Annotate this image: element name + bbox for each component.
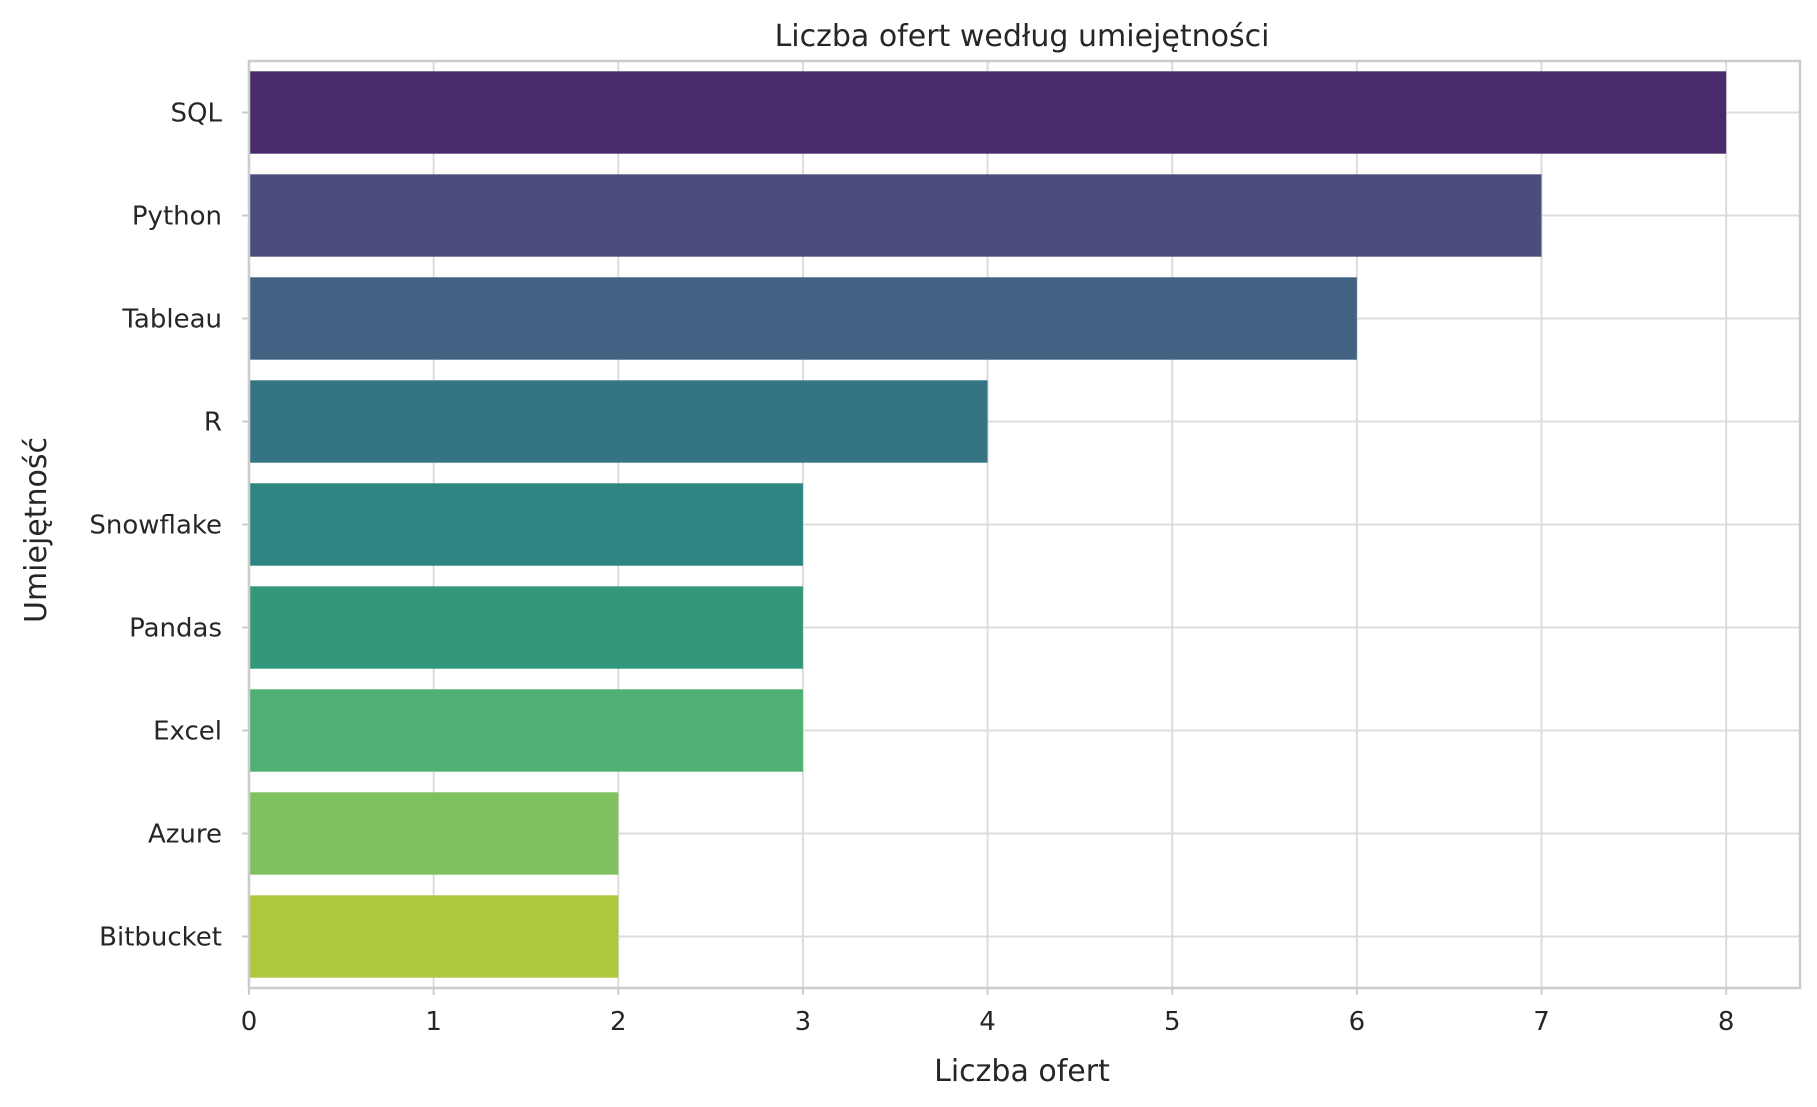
chart-title: Liczba ofert według umiejętności [775,19,1270,54]
bars [249,71,1727,978]
bar-r [249,380,988,463]
bar-bitbucket [249,895,619,978]
y-axis-label: Umiejętność [19,437,54,623]
x-tick-label: 8 [1718,1007,1735,1037]
y-tick-label: R [204,408,222,438]
bar-pandas [249,586,803,669]
y-tick-label: Excel [153,717,222,747]
bar-tableau [249,277,1357,360]
x-tick-label: 4 [979,1007,996,1037]
bar-sql [249,71,1727,154]
y-tick-label: Tableau [121,305,222,335]
x-tick-label: 5 [1164,1007,1181,1037]
x-axis-label: Liczba ofert [934,1054,1110,1089]
x-tick-label: 3 [795,1007,812,1037]
y-tick-label: Bitbucket [99,923,222,953]
x-axis-ticks: 0 1 2 3 4 5 6 7 8 [241,988,1735,1037]
y-tick-label: Pandas [129,614,222,644]
x-tick-label: 7 [1533,1007,1550,1037]
bar-python [249,174,1542,257]
y-tick-label: SQL [171,99,223,129]
x-tick-label: 0 [241,1007,258,1037]
y-axis-ticks: SQL Python Tableau R Snowflake Pandas Excel Azu… [89,99,249,953]
x-tick-label: 2 [610,1007,627,1037]
bar-azure [249,792,619,875]
y-tick-label: Python [132,202,222,232]
y-tick-label: Azure [148,820,222,850]
bar-excel [249,689,803,772]
x-tick-label: 1 [425,1007,442,1037]
y-tick-label: Snowflake [89,511,222,541]
x-tick-label: 6 [1349,1007,1366,1037]
bar-snowflake [249,483,803,566]
